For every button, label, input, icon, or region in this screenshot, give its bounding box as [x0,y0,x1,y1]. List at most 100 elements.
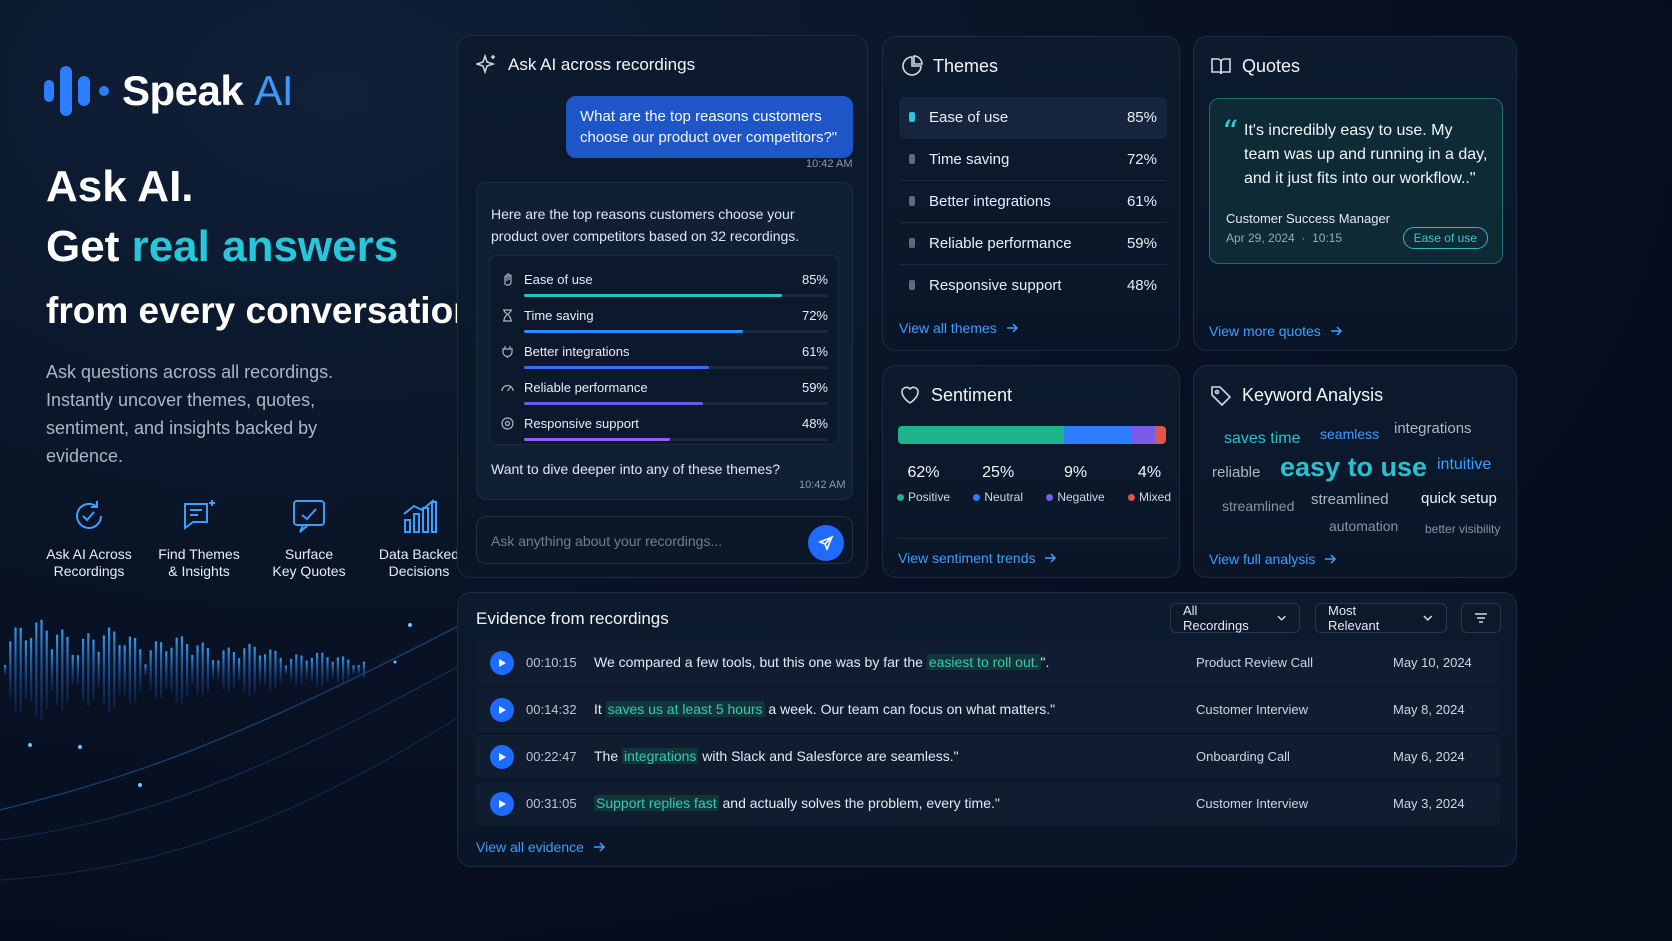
theme-bar [524,294,783,297]
sentiment-mixed: 4% Mixed [1127,464,1171,504]
view-all-themes-link[interactable]: View all themes [899,320,1019,336]
keyword[interactable]: saves time [1224,430,1301,447]
quote-chat-icon [293,500,325,533]
keyword-highlight[interactable]: easy to use [1280,452,1428,482]
question-bubble: What are the top reasons customers choos… [566,96,853,158]
evidence-row[interactable]: 00:31:05 Support replies fast and actual… [476,782,1500,826]
waveform-bar [19,627,22,713]
hero-line-2: Get real answers [46,222,399,271]
view-sentiment-trends-link[interactable]: View sentiment trends [898,550,1057,566]
answer-box: Here are the top reasons customers choos… [476,182,853,500]
play-button[interactable] [490,651,514,675]
book-open-icon [1211,58,1231,75]
answer-intro: Here are the top reasons customers choos… [491,206,800,244]
waveform-bar [160,642,163,698]
hand-icon [504,273,512,286]
speak-logo-icon [44,66,109,116]
evidence-row[interactable]: 00:14:32 It saves us at least 5 hours a … [476,688,1500,732]
keyword-card: Keyword Analysis saves time seamless int… [1193,365,1517,578]
question-time: 10:42 AM [806,158,853,170]
view-all-evidence-link[interactable]: View all evidence [476,839,606,855]
themes-card: Themes Ease of use 85% Time saving 72% Bet… [882,36,1180,351]
keyword[interactable]: integrations [1394,420,1472,437]
evidence-highlight: integrations [622,748,699,764]
waveform-bar [61,629,64,711]
quote-tag[interactable]: Ease of use [1402,227,1488,249]
ai-refresh-icon [76,501,102,529]
sentiment-positive: 62% Positive [897,464,950,504]
waveform-bar [316,652,319,688]
play-button[interactable] [490,698,514,722]
theme-bar [524,366,710,369]
answer-theme-row[interactable]: Time saving 72% [500,302,828,340]
theme-item[interactable]: Responsive support 48% [899,265,1167,307]
keyword[interactable]: streamlined [1311,491,1389,508]
keyword[interactable]: quick setup [1421,490,1497,507]
keyword[interactable]: better visibility [1425,522,1501,536]
tag-icon [1211,386,1232,406]
waveform-bar [243,648,246,692]
evidence-row[interactable]: 00:22:47 The integrations with Slack and… [476,735,1500,779]
answer-theme-row[interactable]: Reliable performance 59% [500,374,828,412]
waveform-bar [326,657,329,683]
gauge-icon [501,384,514,392]
theme-item[interactable]: Better integrations 61% [899,181,1167,223]
waveform-bar [108,627,111,713]
keyword[interactable]: seamless [1320,426,1380,442]
waveform-bar [128,636,131,704]
waveform-bar [290,659,293,681]
view-more-quotes-link[interactable]: View more quotes [1209,323,1343,339]
theme-item[interactable]: Ease of use 85% [899,97,1167,139]
waveform-bar [180,636,183,704]
theme-item[interactable]: Time saving 72% [899,139,1167,181]
keyword[interactable]: streamlined [1222,498,1295,514]
keyword[interactable]: reliable [1212,464,1261,481]
waveform-bar [102,635,105,705]
evidence-row[interactable]: 00:10:15 We compared a few tools, but th… [476,641,1500,685]
play-button[interactable] [490,792,514,816]
waveform-bar [238,658,241,682]
waveform-bar [113,631,116,709]
bar-chart-icon [403,499,437,533]
sentiment-card: Sentiment 62% Positive 25% Neutral 9% Negat… [882,365,1180,578]
waveform-bar [253,646,256,694]
waveform-bar [139,649,142,691]
answer-theme-row[interactable]: Ease of use 85% [500,266,828,304]
waveform-bar [50,649,53,691]
filter-button[interactable] [1461,603,1501,633]
waveform-bar [201,642,204,698]
feature-ask-ai: Ask AI Across Recordings [34,496,144,580]
waveform-bar [24,640,27,700]
answer-theme-row[interactable]: Better integrations 61% [500,338,828,376]
chevron-down-icon [1423,615,1433,621]
waveform-bar [336,657,339,683]
play-icon [499,753,506,761]
keyword[interactable]: intuitive [1437,456,1492,473]
play-button[interactable] [490,745,514,769]
waveform-bar [35,622,38,718]
waveform-bar [149,650,152,690]
view-full-analysis-link[interactable]: View full analysis [1209,551,1337,567]
waveform-bar [222,650,225,690]
recordings-filter-dropdown[interactable]: All Recordings [1170,603,1300,633]
waveform-bar [284,665,287,675]
waveform-bar [342,656,345,684]
sort-dropdown[interactable]: Most Relevant [1315,603,1447,633]
ask-input[interactable]: Ask anything about your recordings... [476,516,853,564]
waveform-bar [227,647,230,693]
evidence-highlight: easiest to roll out. [926,654,1041,670]
waveform-bar [134,637,137,703]
send-button[interactable] [808,525,844,561]
theme-bar [524,330,743,333]
answer-theme-row[interactable]: Responsive support 48% [500,410,828,448]
theme-bar [524,438,670,441]
waveform-bar [165,651,168,689]
theme-item[interactable]: Reliable performance 59% [899,223,1167,265]
hero-accent: real answers [131,222,399,271]
keyword[interactable]: automation [1329,518,1399,534]
feature-find-themes: Find Themes & Insights [144,496,254,580]
hourglass-icon [503,309,512,322]
arrow-right-icon [1045,553,1057,563]
waveform-bar [352,665,355,675]
waveform-bar [357,665,360,675]
